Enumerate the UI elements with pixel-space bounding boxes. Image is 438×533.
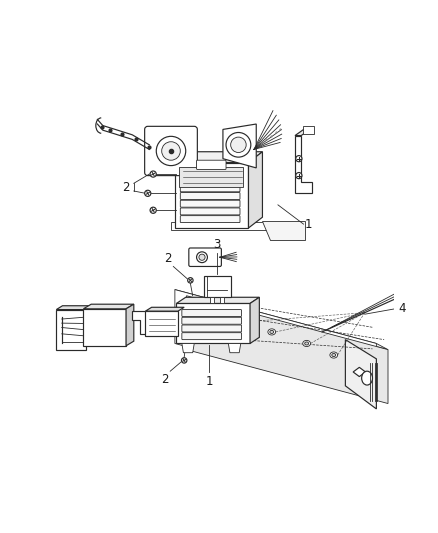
Text: 2: 2 — [161, 373, 169, 386]
Ellipse shape — [145, 190, 151, 196]
Polygon shape — [182, 343, 194, 353]
Text: 2: 2 — [164, 252, 172, 265]
Polygon shape — [132, 311, 148, 334]
Ellipse shape — [199, 254, 205, 260]
Polygon shape — [57, 306, 92, 310]
FancyBboxPatch shape — [182, 325, 241, 332]
Polygon shape — [171, 222, 297, 237]
Ellipse shape — [270, 330, 274, 334]
Text: 1: 1 — [205, 375, 213, 388]
Ellipse shape — [296, 156, 302, 161]
Ellipse shape — [162, 142, 180, 160]
Ellipse shape — [156, 136, 186, 166]
Polygon shape — [295, 135, 312, 193]
FancyBboxPatch shape — [197, 160, 226, 169]
Polygon shape — [353, 367, 366, 377]
FancyBboxPatch shape — [182, 333, 241, 340]
FancyBboxPatch shape — [145, 311, 178, 336]
FancyBboxPatch shape — [303, 126, 314, 134]
Ellipse shape — [362, 371, 372, 385]
Polygon shape — [126, 304, 134, 346]
Ellipse shape — [303, 341, 311, 346]
Ellipse shape — [268, 329, 276, 335]
Polygon shape — [346, 340, 376, 409]
FancyBboxPatch shape — [189, 248, 221, 266]
Polygon shape — [187, 296, 388, 403]
Polygon shape — [248, 152, 262, 228]
FancyBboxPatch shape — [175, 163, 248, 228]
FancyBboxPatch shape — [145, 126, 198, 175]
Ellipse shape — [226, 133, 251, 157]
FancyBboxPatch shape — [180, 177, 240, 184]
Polygon shape — [175, 289, 388, 350]
Ellipse shape — [150, 207, 156, 213]
Polygon shape — [210, 297, 214, 303]
FancyBboxPatch shape — [177, 303, 250, 343]
Ellipse shape — [332, 353, 336, 357]
FancyBboxPatch shape — [180, 192, 240, 199]
Polygon shape — [83, 304, 134, 309]
Text: 4: 4 — [398, 302, 406, 316]
Polygon shape — [175, 152, 262, 163]
Ellipse shape — [217, 285, 221, 288]
FancyBboxPatch shape — [180, 200, 240, 207]
FancyBboxPatch shape — [182, 317, 241, 324]
Polygon shape — [145, 308, 184, 311]
Polygon shape — [228, 343, 241, 353]
Polygon shape — [177, 297, 259, 303]
Polygon shape — [175, 289, 376, 398]
Ellipse shape — [237, 319, 245, 325]
FancyBboxPatch shape — [179, 167, 243, 187]
Ellipse shape — [197, 252, 208, 263]
Ellipse shape — [330, 352, 338, 358]
FancyBboxPatch shape — [182, 310, 241, 317]
Ellipse shape — [305, 342, 308, 345]
Ellipse shape — [296, 173, 302, 179]
Ellipse shape — [187, 278, 193, 283]
FancyBboxPatch shape — [180, 208, 240, 215]
Text: 1: 1 — [305, 217, 313, 231]
Ellipse shape — [181, 358, 187, 363]
FancyBboxPatch shape — [57, 310, 86, 350]
FancyBboxPatch shape — [83, 309, 126, 346]
FancyBboxPatch shape — [204, 276, 231, 297]
FancyBboxPatch shape — [180, 185, 240, 192]
Ellipse shape — [231, 137, 246, 152]
Ellipse shape — [150, 171, 156, 177]
Polygon shape — [220, 297, 224, 303]
FancyBboxPatch shape — [180, 216, 240, 223]
Ellipse shape — [239, 320, 243, 324]
Text: 2: 2 — [122, 181, 129, 193]
Polygon shape — [223, 124, 256, 168]
Polygon shape — [262, 221, 305, 239]
Polygon shape — [295, 128, 312, 135]
Polygon shape — [250, 297, 259, 343]
Text: 3: 3 — [213, 238, 220, 251]
